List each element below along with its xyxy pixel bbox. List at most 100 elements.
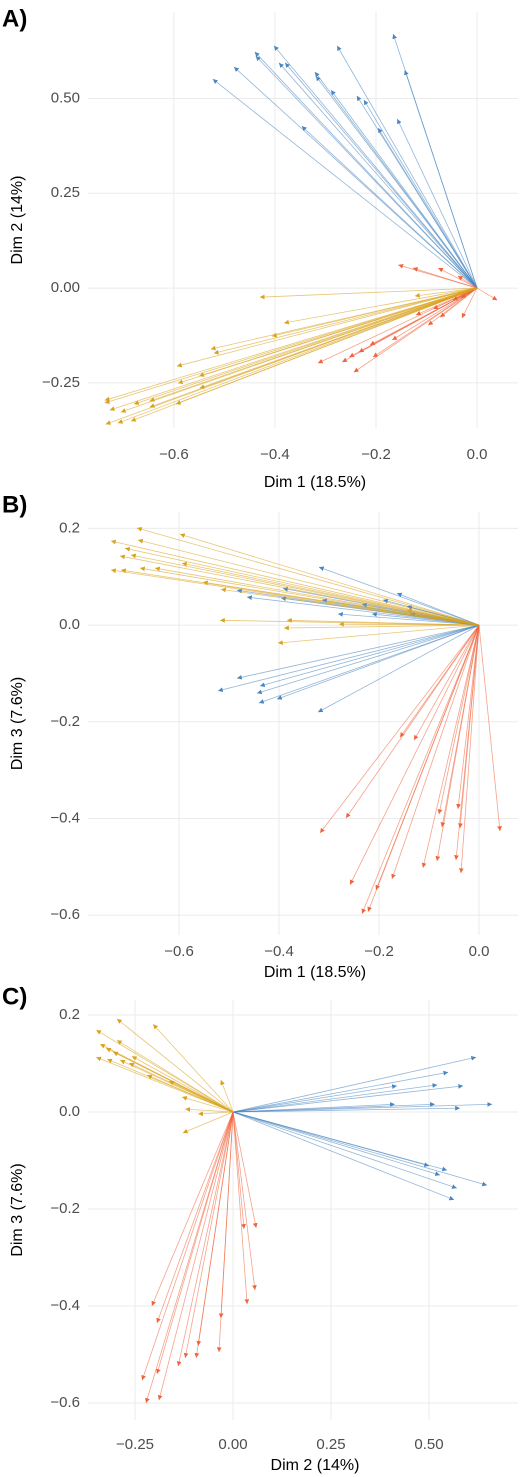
arrow bbox=[176, 1111, 234, 1367]
x-tick-label: −0.2 bbox=[364, 943, 394, 960]
y-tick-label: −0.2 bbox=[50, 1200, 80, 1217]
arrow bbox=[233, 1102, 493, 1113]
arrow bbox=[232, 1111, 448, 1172]
arrow bbox=[371, 612, 480, 626]
arrow bbox=[363, 99, 478, 289]
arrow bbox=[413, 624, 480, 741]
arrow bbox=[414, 287, 478, 298]
arrow bbox=[232, 1112, 250, 1305]
arrow bbox=[259, 624, 480, 688]
y-tick-label: 0.50 bbox=[51, 89, 80, 106]
arrow bbox=[277, 624, 480, 645]
arrow bbox=[330, 89, 478, 289]
arrow bbox=[315, 75, 478, 289]
y-tick-label: −0.4 bbox=[50, 1297, 80, 1314]
arrow bbox=[259, 287, 478, 300]
arrow bbox=[412, 267, 478, 289]
arrow bbox=[301, 125, 478, 289]
x-tick-label: −0.6 bbox=[164, 943, 194, 960]
arrow bbox=[349, 287, 478, 358]
arrow bbox=[396, 592, 480, 626]
arrow bbox=[175, 287, 478, 405]
arrow bbox=[338, 621, 480, 627]
arrow bbox=[136, 526, 480, 626]
arrow bbox=[105, 1047, 234, 1113]
y-tick-label: 0.2 bbox=[59, 1006, 80, 1023]
y-axis-label: Dim 3 (7.6%) bbox=[9, 1163, 26, 1256]
arrow bbox=[218, 1112, 234, 1319]
arrow bbox=[399, 624, 480, 738]
x-axis-label: Dim 1 (18.5%) bbox=[264, 474, 366, 491]
arrow bbox=[337, 611, 480, 626]
arrow bbox=[233, 1105, 460, 1113]
arrow bbox=[283, 624, 480, 631]
arrow bbox=[96, 1056, 234, 1113]
y-tick-label: 0.2 bbox=[59, 519, 80, 536]
arrow bbox=[232, 1070, 449, 1113]
arrow bbox=[183, 1111, 234, 1358]
arrow bbox=[199, 287, 478, 389]
arrow bbox=[119, 554, 480, 626]
arrow bbox=[456, 625, 480, 809]
arrow bbox=[440, 625, 480, 828]
x-tick-label: −0.2 bbox=[361, 446, 391, 463]
arrow bbox=[375, 624, 480, 891]
arrow bbox=[232, 1111, 455, 1201]
y-tick-label: 0.0 bbox=[59, 616, 80, 633]
arrow bbox=[182, 1111, 234, 1134]
arrow bbox=[232, 1084, 464, 1113]
arrow bbox=[154, 566, 480, 626]
arrow bbox=[404, 69, 478, 289]
arrow bbox=[196, 1111, 234, 1346]
arrow bbox=[145, 1111, 234, 1404]
arrow bbox=[220, 1079, 234, 1113]
x-tick-label: −0.6 bbox=[159, 446, 189, 463]
x-tick-label: 0.0 bbox=[469, 943, 490, 960]
arrow bbox=[152, 1023, 234, 1113]
arrow bbox=[156, 1111, 234, 1324]
y-axis-label: Dim 3 (7.6%) bbox=[9, 677, 26, 770]
arrow bbox=[232, 1083, 438, 1113]
arrow bbox=[278, 62, 478, 289]
arrow bbox=[179, 533, 480, 626]
arrow bbox=[141, 1111, 234, 1381]
panel-title: C) bbox=[2, 983, 27, 1010]
arrow bbox=[176, 287, 478, 368]
x-axis-label: Dim 1 (18.5%) bbox=[264, 964, 366, 981]
arrow bbox=[220, 587, 480, 626]
arrow bbox=[181, 1096, 234, 1113]
arrow bbox=[391, 624, 480, 880]
arrow bbox=[458, 625, 480, 874]
y-tick-label: 0.0 bbox=[59, 1103, 80, 1120]
arrow bbox=[284, 62, 478, 289]
arrow bbox=[319, 624, 480, 834]
arrow bbox=[232, 1111, 258, 1229]
y-tick-label: −0.6 bbox=[50, 1394, 80, 1411]
arrow bbox=[317, 287, 478, 364]
x-axis-label: Dim 2 (14%) bbox=[271, 1457, 360, 1474]
arrow bbox=[353, 287, 478, 373]
x-tick-label: 0.25 bbox=[316, 1436, 345, 1453]
x-tick-label: 0.00 bbox=[218, 1436, 247, 1453]
arrow bbox=[286, 618, 480, 626]
arrow bbox=[104, 287, 478, 404]
panel-title: A) bbox=[2, 5, 27, 32]
arrow bbox=[147, 1074, 234, 1113]
x-tick-label: −0.25 bbox=[116, 1436, 154, 1453]
arrow bbox=[233, 66, 478, 289]
arrow bbox=[478, 625, 502, 832]
arrow bbox=[421, 625, 480, 868]
arrow bbox=[457, 275, 478, 289]
arrow bbox=[236, 624, 480, 680]
arrow bbox=[476, 287, 498, 301]
y-tick-label: −0.4 bbox=[50, 809, 80, 826]
arrow bbox=[437, 267, 478, 289]
arrow bbox=[349, 624, 480, 885]
arrow bbox=[255, 55, 478, 289]
arrow bbox=[256, 624, 480, 695]
arrow bbox=[458, 625, 480, 829]
x-tick-label: 0.50 bbox=[414, 1436, 443, 1453]
arrow bbox=[232, 1055, 477, 1113]
arrow bbox=[202, 580, 480, 626]
arrow bbox=[246, 595, 480, 626]
